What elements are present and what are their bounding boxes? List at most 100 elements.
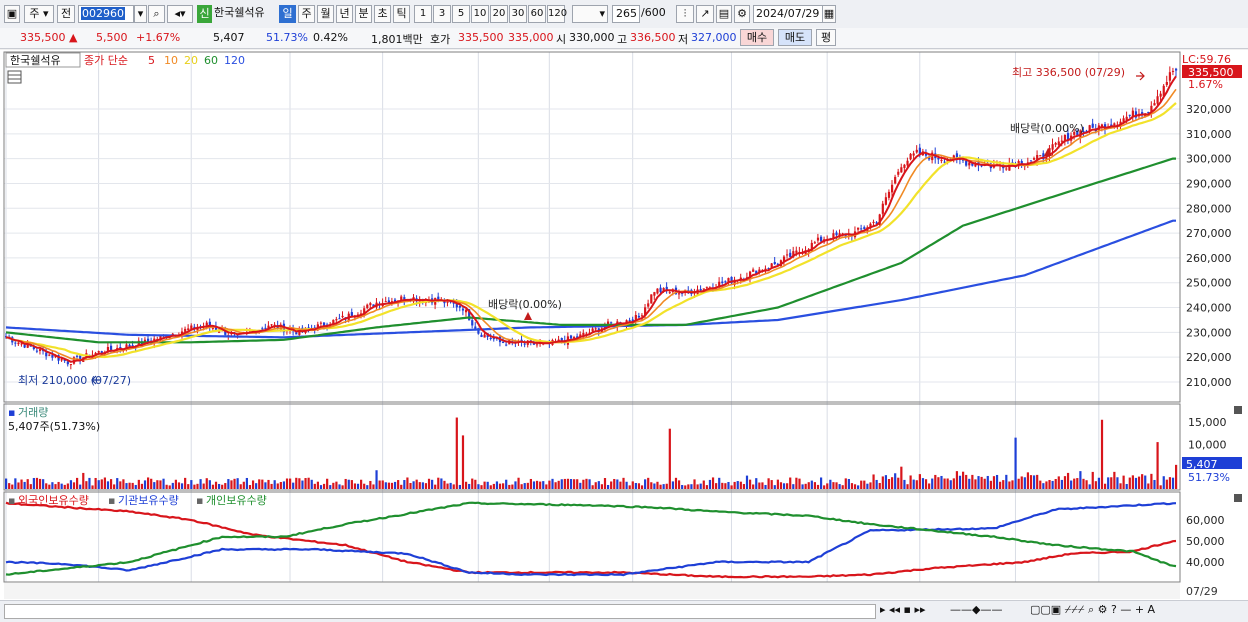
candle-body: [606, 321, 610, 326]
volume-bar: [1137, 476, 1141, 489]
volume-bar: [415, 479, 418, 489]
volume-bar: [1110, 477, 1113, 489]
candle-body: [1156, 96, 1159, 104]
volume-bar: [406, 477, 409, 489]
volume-bar: [205, 478, 208, 489]
chart-svg[interactable]: 320,000 310,000 300,000 290,000 280,000 270,0…: [0, 50, 1248, 600]
volume-bar: [88, 477, 91, 489]
scrollbar[interactable]: [4, 604, 876, 619]
volume-bar: [875, 479, 878, 489]
table-icon[interactable]: [7, 70, 22, 84]
volume-bar: [1125, 483, 1128, 489]
volume-bar: [838, 484, 841, 489]
volume-bar: [986, 475, 989, 489]
volume-bar: [492, 483, 495, 489]
calendar-icon[interactable]: ▦: [822, 5, 836, 23]
candle-body: [267, 325, 270, 330]
volume-bar: [180, 483, 184, 489]
line-tool-icon[interactable]: ↗: [696, 5, 714, 23]
save-icon[interactable]: ▤: [716, 5, 732, 23]
candle-body: [1171, 70, 1175, 72]
volume-bar: [495, 481, 499, 489]
code-input[interactable]: 002960: [78, 5, 134, 23]
volume-bar: [390, 482, 394, 489]
tool-icons[interactable]: ▢▢▣ ⌿⌿⌿ ⌕ ⚙ ? — + A: [1030, 603, 1156, 616]
holdings-title-indiv: 개인보유수량: [206, 494, 267, 507]
candle-icon[interactable]: ⫶: [676, 5, 694, 23]
volume-bar: [316, 481, 319, 489]
count-input[interactable]: 265: [612, 5, 640, 23]
period-tab-6[interactable]: 틱: [393, 5, 410, 23]
period-tab-5[interactable]: 초: [374, 5, 391, 23]
volume-bar: [1026, 472, 1030, 489]
window-icon[interactable]: ▣: [4, 5, 20, 23]
volume-bar: [214, 481, 218, 489]
volume-bar: [863, 480, 866, 489]
interval-button-1[interactable]: 1: [414, 5, 432, 23]
interval-button-5[interactable]: 5: [452, 5, 470, 23]
volume-bar: [900, 466, 903, 489]
close-icon[interactable]: [1234, 494, 1242, 502]
interval-button-30[interactable]: 30: [509, 5, 527, 23]
candle-body: [647, 303, 650, 307]
volume-bar: [819, 477, 823, 489]
volume-bar: [693, 479, 696, 489]
period-tab-4[interactable]: 분: [355, 5, 372, 23]
speaker-icon[interactable]: ◂▾: [167, 5, 193, 23]
interval-button-60[interactable]: 60: [528, 5, 546, 23]
volume-bar: [853, 484, 857, 489]
candle-body: [1045, 158, 1048, 160]
period-tab-0[interactable]: 일: [279, 5, 296, 23]
volume-bar: [85, 481, 88, 489]
interval-button-120[interactable]: 120: [547, 5, 567, 23]
volume-bar: [1128, 477, 1131, 489]
candle-body: [940, 159, 943, 161]
gear-icon[interactable]: ⚙: [734, 5, 750, 23]
candle-body: [727, 278, 730, 283]
volume-bar: [310, 479, 313, 489]
volume-bar: [29, 484, 32, 489]
volume-bar: [1122, 475, 1125, 489]
count-total: /600: [641, 6, 666, 19]
close-icon[interactable]: [1234, 406, 1242, 414]
sell-button[interactable]: 매도: [778, 29, 812, 46]
candle-body: [109, 345, 113, 350]
market-select[interactable]: 주 ▾: [24, 5, 54, 23]
volume-bar: [801, 484, 804, 489]
x-label-right: 07/29: [1186, 585, 1218, 598]
volume-bar: [668, 428, 671, 489]
volume-bar: [236, 478, 239, 489]
candle-body: [332, 319, 335, 326]
candle-body: [628, 320, 631, 322]
interval-button-20[interactable]: 20: [490, 5, 508, 23]
volume-bar: [289, 478, 292, 489]
date-input[interactable]: 2024/07/29: [753, 5, 823, 23]
candle-body: [832, 233, 835, 239]
volume-bar: [486, 481, 489, 489]
interval-button-3[interactable]: 3: [433, 5, 451, 23]
volume-bar: [264, 482, 267, 489]
candle-body: [869, 223, 872, 229]
volume-bar: [999, 481, 1002, 489]
search-icon[interactable]: ⌕: [148, 5, 165, 23]
period-tab-3[interactable]: 년: [336, 5, 353, 23]
period-tab-1[interactable]: 주: [298, 5, 315, 23]
code-dropdown-icon[interactable]: ▾: [134, 5, 147, 23]
volume-bar: [366, 485, 369, 489]
chevron-down-icon[interactable]: ▾: [572, 5, 608, 23]
volume-bar: [535, 480, 539, 489]
eval-button[interactable]: 평: [816, 29, 836, 46]
candle-body: [668, 292, 671, 294]
chart-area[interactable]: 320,000 310,000 300,000 290,000 280,000 270,0…: [0, 50, 1248, 621]
candle-body: [474, 326, 477, 330]
period-tab-2[interactable]: 월: [317, 5, 334, 23]
interval-button-10[interactable]: 10: [471, 5, 489, 23]
candle-body: [38, 349, 42, 352]
zoom-slider[interactable]: ——◆——: [950, 603, 1003, 616]
nav-controls[interactable]: ▸ ◂◂ ▪ ▸▸: [880, 603, 926, 616]
candle-body: [557, 339, 560, 341]
volume-bar: [739, 481, 742, 489]
prev-button[interactable]: 전: [57, 5, 75, 23]
candle-body: [35, 350, 39, 352]
buy-button[interactable]: 매수: [740, 29, 774, 46]
